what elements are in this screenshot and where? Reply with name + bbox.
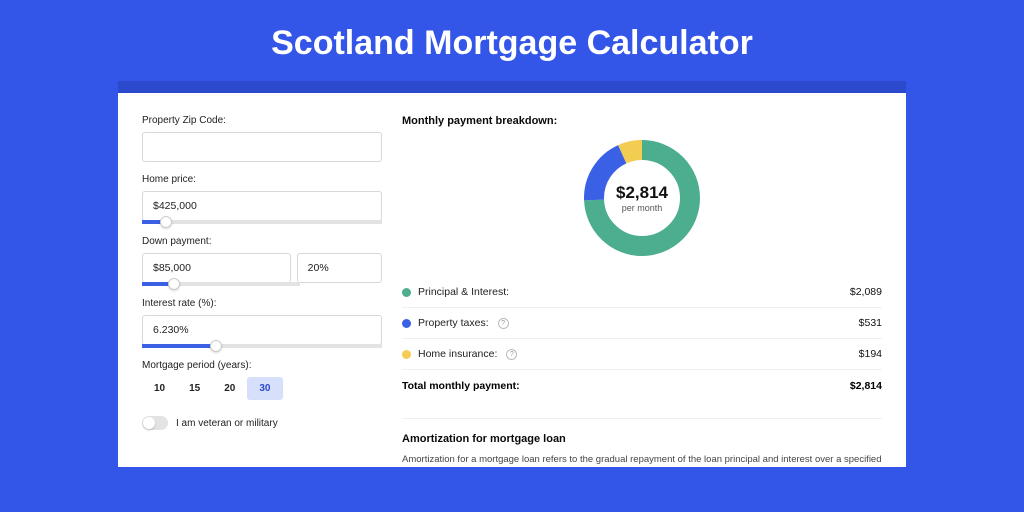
help-icon[interactable]: ? <box>498 318 509 329</box>
mortgage-period-label: Mortgage period (years): <box>142 360 382 371</box>
card-frame: Property Zip Code: Home price: Down paym… <box>118 81 906 467</box>
legend-dot <box>402 288 411 297</box>
donut-chart: $2,814 per month <box>581 137 703 259</box>
down-payment-slider[interactable] <box>142 282 300 286</box>
legend-label: Property taxes: <box>418 317 489 329</box>
legend-dot <box>402 350 411 359</box>
total-label: Total monthly payment: <box>402 380 520 392</box>
donut-amount: $2,814 <box>616 183 668 203</box>
field-down-payment: Down payment: <box>142 236 382 286</box>
interest-rate-slider-fill <box>142 344 216 348</box>
amortization-text: Amortization for a mortgage loan refers … <box>402 453 882 467</box>
interest-rate-slider[interactable] <box>142 344 382 348</box>
legend-label: Principal & Interest: <box>418 286 509 298</box>
veteran-row: I am veteran or military <box>142 416 382 430</box>
home-price-input[interactable] <box>142 191 382 221</box>
form-panel: Property Zip Code: Home price: Down paym… <box>142 115 382 467</box>
calculator-card: Property Zip Code: Home price: Down paym… <box>118 93 906 467</box>
interest-rate-label: Interest rate (%): <box>142 298 382 309</box>
mortgage-period-buttons: 10152030 <box>142 377 382 400</box>
total-row: Total monthly payment: $2,814 <box>402 369 882 406</box>
legend-value: $194 <box>859 348 882 360</box>
donut-sub: per month <box>622 203 663 213</box>
veteran-toggle[interactable] <box>142 416 168 430</box>
field-interest-rate: Interest rate (%): <box>142 298 382 348</box>
breakdown-title: Monthly payment breakdown: <box>402 115 882 127</box>
veteran-label: I am veteran or military <box>176 418 278 429</box>
field-home-price: Home price: <box>142 174 382 224</box>
home-price-label: Home price: <box>142 174 382 185</box>
down-payment-slider-thumb[interactable] <box>168 278 180 290</box>
breakdown-panel: Monthly payment breakdown: $2,814 per mo… <box>402 115 882 467</box>
period-button-10[interactable]: 10 <box>142 377 177 400</box>
total-value: $2,814 <box>850 380 882 392</box>
donut-center: $2,814 per month <box>581 137 703 259</box>
home-price-slider-thumb[interactable] <box>160 216 172 228</box>
period-button-20[interactable]: 20 <box>212 377 247 400</box>
period-button-15[interactable]: 15 <box>177 377 212 400</box>
interest-rate-input[interactable] <box>142 315 382 345</box>
home-price-slider[interactable] <box>142 220 382 224</box>
zip-input[interactable] <box>142 132 382 162</box>
field-mortgage-period: Mortgage period (years): 10152030 <box>142 360 382 400</box>
page-title: Scotland Mortgage Calculator <box>0 0 1024 81</box>
legend-row: Property taxes:? $531 <box>402 308 882 339</box>
period-button-30[interactable]: 30 <box>247 377 282 400</box>
legend-row: Principal & Interest: $2,089 <box>402 277 882 308</box>
interest-rate-slider-thumb[interactable] <box>210 340 222 352</box>
legend-value: $531 <box>859 317 882 329</box>
legend-dot <box>402 319 411 328</box>
help-icon[interactable]: ? <box>506 349 517 360</box>
down-payment-pct-input[interactable] <box>297 253 382 283</box>
field-zip: Property Zip Code: <box>142 115 382 162</box>
down-payment-input[interactable] <box>142 253 291 283</box>
donut-chart-wrap: $2,814 per month <box>402 137 882 259</box>
legend-row: Home insurance:? $194 <box>402 339 882 369</box>
zip-label: Property Zip Code: <box>142 115 382 126</box>
amortization-title: Amortization for mortgage loan <box>402 418 882 445</box>
legend-label: Home insurance: <box>418 348 497 360</box>
legend: Principal & Interest: $2,089 Property taxe… <box>402 277 882 369</box>
down-payment-label: Down payment: <box>142 236 382 247</box>
legend-value: $2,089 <box>850 286 882 298</box>
